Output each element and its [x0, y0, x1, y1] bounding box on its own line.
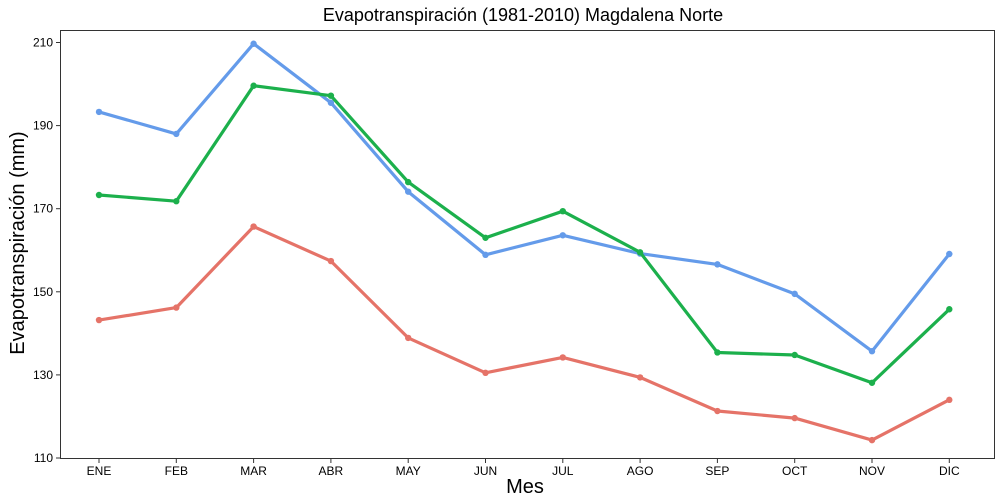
series-point-1: [868, 436, 876, 444]
series-point-1: [559, 354, 566, 361]
y-axis-title: Evapotranspiración (mm): [7, 131, 29, 354]
series-point-3: [173, 198, 180, 205]
y-tick-label: 190: [33, 119, 53, 133]
x-tick-label: ENE: [87, 464, 112, 478]
series-point-2: [250, 40, 257, 47]
x-tick-label: AGO: [627, 464, 654, 478]
x-tick-label: SEP: [705, 464, 729, 478]
series-point-1: [173, 304, 180, 311]
series-point-2: [714, 261, 721, 268]
y-tick-label: 170: [33, 202, 53, 216]
series-point-3: [946, 306, 953, 313]
series-point-2: [173, 130, 180, 138]
x-tick-label: ABR: [319, 464, 344, 478]
series-point-1: [482, 369, 489, 377]
y-tick-label: 110: [34, 451, 53, 465]
series-point-2: [482, 251, 489, 259]
x-tick-label: MAY: [396, 464, 421, 478]
series-point-2: [946, 250, 953, 258]
series-point-1: [405, 334, 412, 342]
x-tick-label: JUL: [552, 464, 574, 478]
x-tick-label: JUN: [474, 464, 497, 478]
plot-panel-border: [60, 30, 995, 459]
series-point-1: [250, 223, 257, 230]
x-tick-label: MAR: [240, 464, 267, 478]
series-point-2: [405, 188, 412, 195]
series-point-1: [791, 414, 798, 422]
x-axis: ENE FEB MAR ABR MAY JUN JUL AGO SEP OCT NOV DIC: [87, 458, 960, 478]
series-point-3: [482, 234, 489, 241]
series-point-2: [868, 348, 876, 355]
series-point-3: [559, 207, 566, 215]
series-point-1: [714, 407, 721, 415]
series-point-2: [95, 108, 103, 116]
series-point-1: [95, 316, 103, 324]
series-point-3: [250, 82, 257, 89]
series-point-2: [791, 290, 798, 298]
series-line-3: [97, 84, 951, 385]
series-point-3: [636, 249, 644, 256]
series-point-3: [405, 178, 412, 186]
series-point-3: [791, 351, 798, 359]
series-point-1: [946, 396, 953, 404]
y-axis: 110 130 150 170 190 210: [33, 36, 61, 465]
series-point-3: [95, 191, 103, 199]
x-tick-label: NOV: [859, 464, 885, 478]
y-tick-label: 150: [33, 285, 53, 299]
series-layer: [95, 40, 953, 444]
x-tick-label: FEB: [165, 464, 188, 478]
x-axis-title: Mes: [506, 476, 544, 498]
y-tick-label: 130: [33, 368, 53, 382]
series-point-3: [714, 349, 721, 356]
chart-title: Evapotranspiración (1981-2010) Magdalena…: [323, 5, 723, 25]
series-point-3: [868, 379, 876, 386]
y-tick-label: 210: [33, 36, 53, 50]
x-tick-label: OCT: [782, 464, 808, 478]
series-point-3: [327, 92, 335, 99]
series-line-1: [97, 225, 951, 442]
x-tick-label: DIC: [939, 464, 960, 478]
series-point-2: [327, 99, 335, 106]
series-point-1: [327, 257, 335, 265]
series-point-2: [559, 232, 566, 239]
series-point-1: [636, 374, 644, 381]
series-line-2: [97, 42, 951, 353]
